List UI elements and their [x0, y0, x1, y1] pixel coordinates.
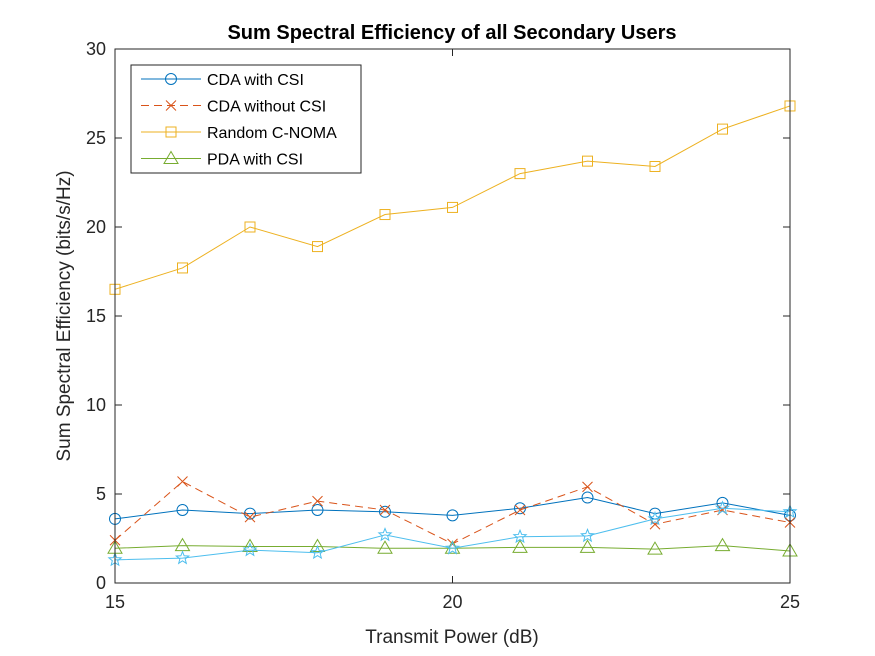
data-point	[311, 504, 324, 517]
y-tick-label: 0	[96, 573, 106, 593]
series-line	[114, 507, 791, 561]
data-point	[176, 504, 189, 517]
y-tick-label: 10	[86, 395, 106, 415]
data-point	[310, 544, 325, 560]
data-point	[379, 505, 391, 518]
data-point	[175, 550, 190, 565]
data-point	[244, 221, 256, 233]
x-tick-label: 25	[780, 592, 800, 612]
data-point	[177, 476, 188, 487]
data-point	[715, 500, 730, 515]
data-point	[309, 538, 326, 553]
legend-marker	[163, 150, 179, 164]
legend-label: PDA with CSI	[207, 152, 303, 169]
data-point	[445, 540, 460, 555]
data-point	[177, 262, 188, 274]
data-point	[377, 527, 393, 542]
y-tick-label: 5	[96, 484, 106, 504]
series-0	[109, 491, 796, 525]
data-point	[312, 495, 323, 507]
data-point	[582, 155, 593, 167]
legend-label: CDA with CSI	[207, 72, 304, 89]
data-point	[579, 539, 596, 553]
data-point	[447, 201, 458, 213]
data-point	[647, 541, 663, 555]
data-point	[649, 160, 661, 172]
data-point	[312, 241, 323, 253]
x-axis-label: Transmit Power (dB)	[365, 627, 539, 648]
data-point	[242, 538, 258, 553]
x-tick-label: 15	[105, 592, 125, 612]
legend-label: Random C-NOMA	[207, 125, 337, 142]
data-point	[647, 511, 663, 526]
data-point	[514, 168, 526, 180]
data-point	[714, 537, 731, 552]
y-tick-label: 25	[86, 128, 106, 148]
data-point	[581, 491, 594, 504]
legend-marker	[165, 126, 177, 138]
data-point	[446, 509, 459, 522]
axes: 15 20 25 0 5 10 15 20 25 30	[86, 39, 800, 612]
legend-marker	[165, 100, 177, 111]
y-axis-label: Sum Spectral Efficiency (bits/s/Hz)	[54, 170, 75, 461]
series-line	[114, 105, 791, 290]
y-tick-label: 15	[86, 306, 106, 326]
data-point	[512, 539, 528, 553]
data-point	[379, 209, 391, 221]
legend-entry: Random C-NOMA	[141, 125, 337, 142]
y-tick-label: 30	[86, 39, 106, 59]
data-point	[244, 507, 256, 520]
legend-marker	[165, 73, 177, 85]
data-point	[379, 504, 391, 516]
series-line	[114, 497, 791, 520]
data-point	[717, 123, 728, 135]
data-point	[580, 527, 595, 543]
legend-entry: CDA with CSI	[141, 72, 304, 89]
data-point	[582, 481, 593, 493]
data-point	[242, 542, 258, 557]
data-point	[514, 504, 526, 516]
legend-entry: CDA without CSI	[141, 99, 326, 116]
data-point	[377, 540, 393, 554]
x-tick-label: 20	[442, 592, 462, 612]
y-tick-label: 20	[86, 217, 106, 237]
data-point	[244, 511, 256, 523]
data-point	[512, 528, 528, 544]
legend-label: CDA without CSI	[207, 99, 326, 116]
legend: CDA with CSI CDA without CSI Random C-NOMA…	[130, 64, 362, 174]
chart-title: Sum Spectral Efficiency of all Secondary…	[227, 22, 676, 44]
legend-entry: PDA with CSI	[141, 150, 303, 169]
